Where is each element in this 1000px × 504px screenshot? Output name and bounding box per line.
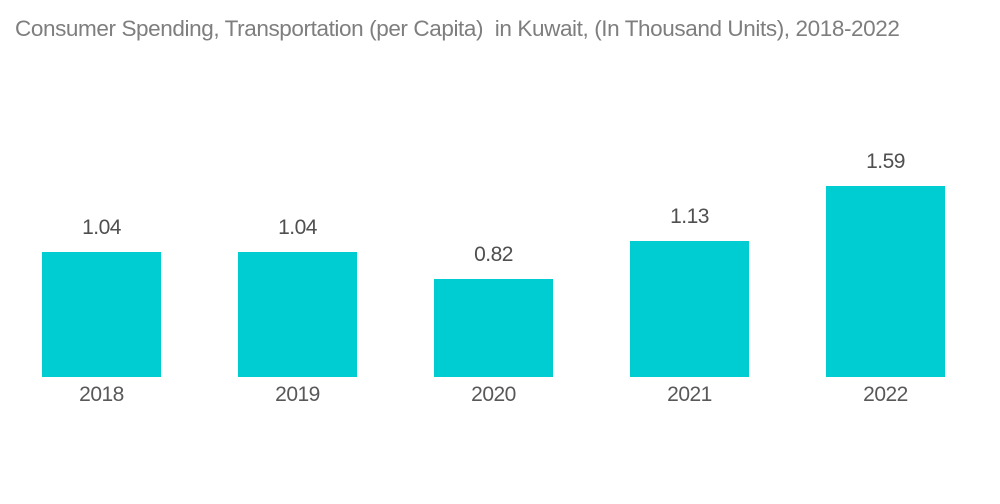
bar-value-label-2021: 1.13 [670,205,709,228]
bar-2021 [630,241,749,377]
bar-2019 [238,252,357,377]
x-axis-label-2020: 2020 [471,383,516,406]
x-axis-label-2022: 2022 [863,383,908,406]
x-axis-label-2018: 2018 [79,383,124,406]
x-axis-label-2021: 2021 [667,383,712,406]
chart-title: Consumer Spending, Transportation (per C… [15,16,900,41]
x-axis-label-2019: 2019 [275,383,320,406]
bar-value-label-2019: 1.04 [278,216,317,239]
bar-2022 [826,186,945,377]
bar-2018 [42,252,161,377]
bar-value-label-2018: 1.04 [82,216,121,239]
bar-2020 [434,279,553,377]
bar-value-label-2020: 0.82 [474,243,513,266]
bar-value-label-2022: 1.59 [866,150,905,173]
